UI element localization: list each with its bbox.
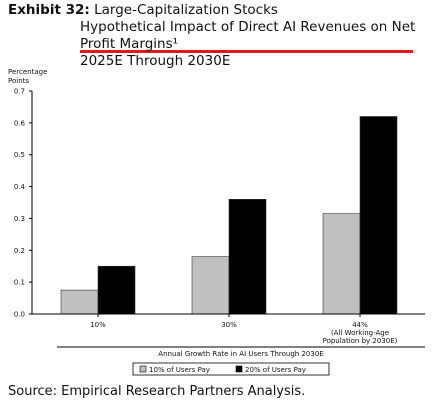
- bar-users-pay-20: [97, 265, 136, 315]
- bar-users-pay-10: [322, 213, 361, 315]
- bar-users-pay-20: [228, 199, 267, 315]
- y-axis: 0.0 0.1 0.2 0.3 0.4 0.5 0.6 0.7: [14, 88, 33, 319]
- x-tick-label: (All Working-Age: [331, 329, 389, 337]
- legend-swatch: [139, 365, 147, 373]
- y-tick-label: 0.0: [14, 311, 25, 319]
- exhibit-heading: Exhibit 32: Large-Capitalization Stocks: [8, 2, 278, 19]
- legend-label: 20% of Users Pay: [245, 366, 306, 374]
- exhibit-subject: Large-Capitalization Stocks: [94, 2, 278, 18]
- x-tick-label: 30%: [221, 321, 237, 329]
- bar-users-pay-10: [60, 289, 99, 315]
- x-tick-label: 10%: [90, 321, 106, 329]
- y-tick-label: 0.7: [14, 88, 25, 96]
- chart-title-line-2: Profit Margins¹: [80, 36, 179, 52]
- y-tick-label: 0.5: [14, 151, 25, 159]
- y-tick-label: 0.4: [14, 183, 26, 191]
- bar-series: [60, 116, 398, 315]
- y-tick-label: 0.6: [14, 119, 26, 127]
- legend-swatch: [235, 365, 243, 373]
- legend: 10% of Users Pay 20% of Users Pay: [132, 362, 330, 376]
- chart-title-line-3: 2025E Through 2030E: [80, 53, 231, 69]
- chart-title-line-1: Hypothetical Impact of Direct AI Revenue…: [80, 19, 416, 35]
- y-axis-label-line: Points: [8, 77, 29, 85]
- y-tick-label: 0.2: [14, 247, 25, 255]
- source-note: Source: Empirical Research Partners Anal…: [8, 384, 306, 399]
- x-tick-label: 44%: [352, 321, 368, 329]
- bar-users-pay-10: [191, 256, 230, 315]
- y-tick-label: 0.3: [14, 215, 25, 223]
- legend-label: 10% of Users Pay: [149, 366, 210, 374]
- x-axis-title: Annual Growth Rate in AI Users Through 2…: [158, 350, 323, 358]
- x-tick-label: Population by 2030E): [323, 337, 398, 345]
- y-tick-label: 0.1: [14, 279, 25, 287]
- legend-box: [132, 362, 330, 376]
- exhibit-label: Exhibit 32:: [8, 2, 90, 18]
- title-underline: [80, 50, 413, 53]
- y-axis-label-line: Percentage: [8, 68, 47, 76]
- bar-users-pay-20: [359, 116, 398, 315]
